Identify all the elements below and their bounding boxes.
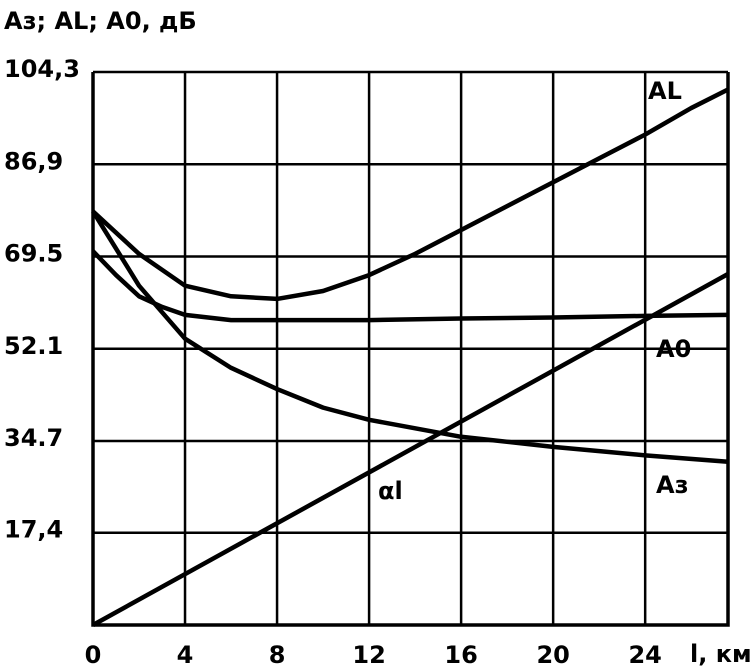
series-label: AL xyxy=(648,77,682,105)
series-line xyxy=(91,272,730,627)
series-line xyxy=(91,87,730,302)
x-tick-label: 8 xyxy=(269,641,286,669)
x-tick-label: 0 xyxy=(85,641,102,669)
axes xyxy=(91,72,730,627)
series-label: A0 xyxy=(656,335,691,363)
series-line xyxy=(91,210,729,464)
y-tick-label: 86,9 xyxy=(4,147,63,175)
x-tick-label: 16 xyxy=(444,641,477,669)
y-tick-label: 104,3 xyxy=(4,55,80,83)
series-label: αl xyxy=(378,477,403,505)
y-tick-label: 17,4 xyxy=(4,516,63,544)
x-tick-label: 4 xyxy=(177,641,194,669)
y-tick-label: 34.7 xyxy=(4,424,63,452)
y-tick-label: 52.1 xyxy=(4,332,63,360)
x-tick-label: 24 xyxy=(628,641,661,669)
x-axis-label: l, км xyxy=(690,640,752,668)
x-tick-label: 20 xyxy=(536,641,569,669)
chart-title: Aз; AL; A0, дБ xyxy=(4,7,197,35)
series-line xyxy=(91,249,729,323)
series-label: Aз xyxy=(656,471,689,499)
x-tick-label: 12 xyxy=(352,641,385,669)
y-tick-label: 69.5 xyxy=(4,240,63,268)
